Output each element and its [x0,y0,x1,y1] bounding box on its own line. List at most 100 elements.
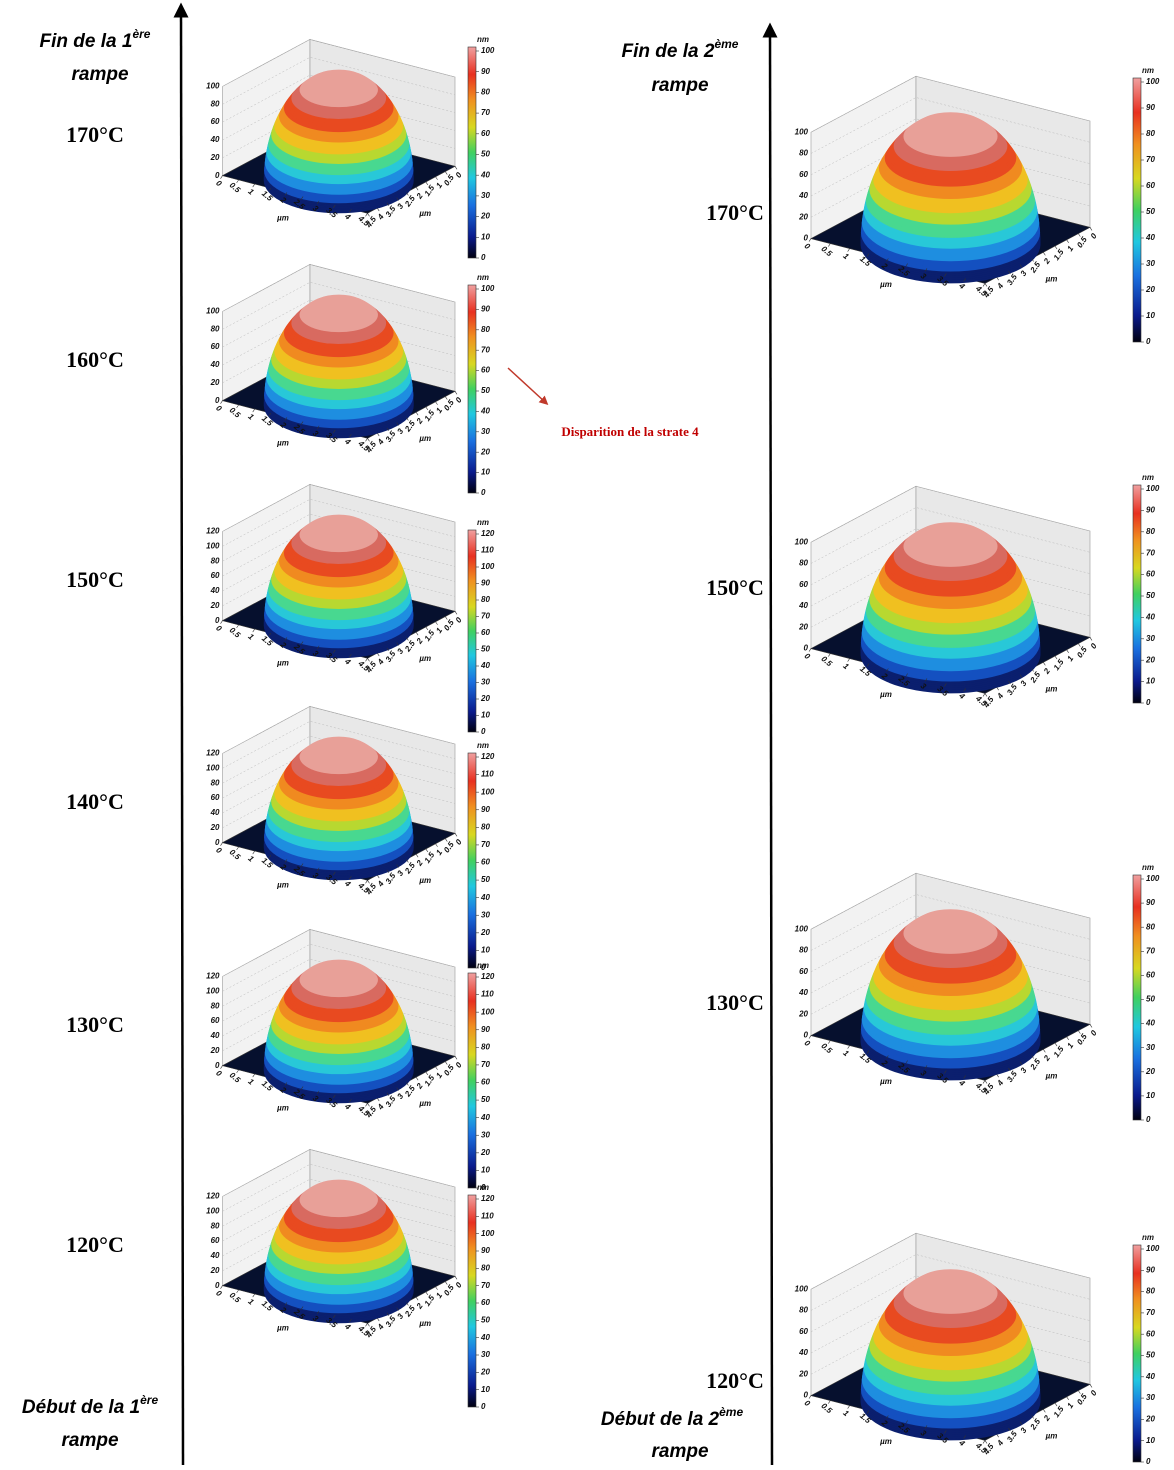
y-tick-label: 2 [414,191,425,201]
y-tick-label: 1 [1065,1401,1075,1410]
y-tick [454,166,458,170]
x-tick-label: 3 [919,271,929,281]
x-tick [944,1430,947,1434]
y-tick-label: 4 [375,657,386,667]
y-tick-label: 3 [395,1312,405,1321]
colorbar-tick-label: 50 [1146,207,1155,216]
colorbar-tick-label: 30 [1146,259,1155,268]
grid-line [222,1164,456,1212]
colorbar-tick-label: 120 [481,972,495,981]
x-tick [268,413,272,417]
x-tick [365,438,368,442]
y-tick [1066,239,1069,244]
y-tick [367,1323,370,1327]
x-tick-label: 0 [214,624,224,634]
y-tick-label: 4 [375,212,386,222]
x-tick-label: 2 [278,862,288,873]
y-axis-unit: µm [418,209,431,218]
colorbar-tick-label: 110 [481,770,494,779]
colorbar-tick-label: 70 [1146,548,1155,557]
x-tick-label: 4 [957,281,967,292]
colorbar-tick-label: 60 [481,858,490,867]
z-tick-label: 80 [799,1306,808,1315]
y-tick [454,1056,458,1060]
y-tick [425,406,429,411]
y-tick-label: 1.5 [1052,1404,1066,1419]
colorbar-tick-label: 80 [1146,129,1155,138]
colorbar-tick-label: 80 [481,325,490,334]
z-tick-label: 40 [210,586,220,595]
y-tick-label: 1 [434,848,444,857]
ramp-label: rampe [71,64,128,85]
y-axis-unit: µm [1045,275,1058,284]
x-tick [944,683,947,687]
colorbar-tick-label: 70 [481,345,490,354]
dome-layer [917,112,984,142]
x-tick-label: 1 [246,1077,256,1087]
ramp-label: rampe [651,1441,708,1462]
y-tick [1043,1409,1046,1413]
y-tick-label: 2 [1041,1053,1052,1063]
x-tick-label: 0.5 [819,1041,834,1055]
y-tick [396,642,399,646]
z-tick-label: 20 [210,1266,220,1275]
y-tick-label: 1 [434,1071,444,1080]
colorbar-tick-label: 80 [481,1042,490,1051]
colorbar-tick-label: 30 [481,1350,490,1359]
y-tick [445,396,448,400]
grid-line [222,92,456,141]
colorbar-tick-label: 40 [480,1113,490,1122]
grid-line [222,543,456,592]
colorbar [1132,1244,1142,1463]
y-tick [454,391,458,395]
x-tick-label: 3 [311,1314,321,1324]
colorbar-tick-label: 30 [481,427,490,436]
colorbar-unit: nm [477,273,489,282]
z-tick-label: 80 [211,778,220,787]
x-tick-label: 4 [342,211,352,222]
x-tick [284,859,288,863]
y-tick [445,838,448,842]
colorbar-tick-label: 60 [481,628,490,637]
x-tick-label: 1 [841,661,851,671]
colorbar-tick-label: 60 [1146,1329,1155,1338]
dome-layer [311,1179,367,1204]
dome-layer [311,514,367,539]
colorbar-unit: nm [1142,1233,1154,1242]
colorbar-tick-label: 40 [480,407,490,416]
y-tick [1019,264,1023,268]
y-tick-label: 4 [375,879,386,889]
dome-layer [311,294,367,319]
z-tick-label: 60 [211,793,220,802]
x-tick-label: 0 [803,241,813,251]
dome-layer [311,69,367,94]
y-tick-label: 2 [1041,256,1052,266]
z-tick-label: 40 [210,360,220,369]
x-tick [252,1073,255,1078]
y-tick [1078,643,1081,647]
colorbar-tick-label: 90 [481,305,490,314]
colorbar-tick-label: 20 [480,447,490,456]
colorbar-tick-label: 0 [481,727,486,736]
x-tick [982,283,986,287]
y-tick [1031,258,1034,262]
y-tick-label: 4 [375,1102,386,1112]
grid-line [222,944,456,992]
x-tick [828,1040,831,1044]
x-tick [252,183,255,188]
z-tick-label: 80 [799,946,808,955]
x-tick-label: 4 [957,691,967,702]
colorbar-tick-label: 20 [480,1148,490,1157]
colorbar-tick-label: 60 [1146,181,1155,190]
x-axis-unit: µm [276,881,289,890]
colorbar-tick-label: 0 [1146,1115,1151,1124]
z-tick-label: 60 [799,170,808,179]
y-tick-label: 2 [414,1081,425,1091]
grid-line [222,484,456,532]
z-tick-label: 60 [211,117,220,126]
x-tick-label: 2 [278,640,288,651]
colorbar-tick-label: 90 [1146,103,1155,112]
colorbar-tick-label: 50 [481,150,490,159]
